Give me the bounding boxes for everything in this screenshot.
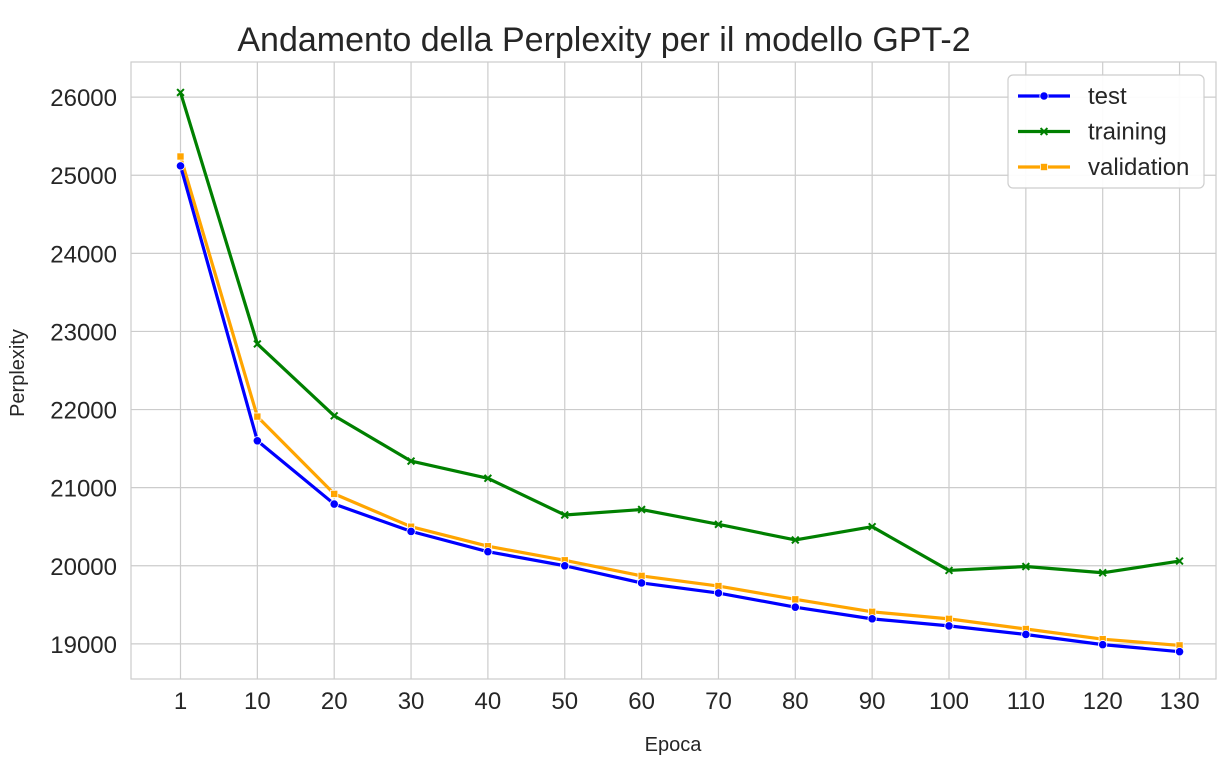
data-point-test: [867, 614, 877, 624]
data-point-test: [1098, 640, 1108, 650]
x-tick-label: 1: [174, 688, 187, 715]
data-point-test: [790, 602, 800, 612]
data-point-training: [714, 520, 723, 529]
x-tick-label: 120: [1083, 688, 1123, 715]
x-tick-label: 40: [475, 688, 502, 715]
x-tick-label: 30: [398, 688, 425, 715]
x-tick-label: 100: [929, 688, 969, 715]
y-tick-label: 26000: [50, 85, 117, 112]
legend-marker-validation: [1040, 162, 1049, 171]
data-point-test: [1021, 629, 1031, 640]
data-point-training: [1098, 568, 1107, 577]
series-test: [175, 161, 1185, 657]
legend-marker-training: [1039, 127, 1049, 136]
x-tick-labels: 1 10 20 30 40 50 60 70 80 90 100 110 120 130: [174, 688, 1200, 715]
legend-label-validation: validation: [1088, 154, 1189, 181]
legend-label-test: test: [1088, 83, 1127, 110]
legend-box: [1007, 74, 1205, 189]
x-tick-label: 60: [628, 688, 655, 715]
legend-entry-training: training: [1018, 119, 1167, 146]
data-point-training: [330, 411, 339, 420]
data-point-validation: [791, 595, 800, 604]
data-point-training: [253, 339, 262, 349]
y-tick-label: 25000: [50, 163, 117, 190]
plot-frame: [130, 61, 1217, 680]
data-point-training: [637, 505, 646, 514]
x-tick-label: 50: [551, 688, 578, 715]
y-tick-label: 20000: [50, 554, 117, 581]
legend-entry-validation: validation: [1018, 154, 1189, 181]
data-point-validation: [330, 489, 339, 498]
data-point-training: [560, 510, 569, 520]
data-point-test: [252, 436, 262, 446]
series-validation: [176, 152, 1184, 650]
data-point-training: [868, 522, 877, 531]
y-tick-label: 22000: [50, 398, 117, 425]
series-line-validation: [178, 154, 1182, 648]
y-tick-label: 24000: [50, 241, 117, 268]
y-tick-label: 23000: [50, 319, 117, 346]
data-point-training: [406, 456, 416, 466]
x-axis-label: Epoca: [645, 734, 703, 756]
y-tick-labels: 19000 20000 21000 22000 23000 24000 25000 26000: [50, 85, 117, 659]
x-tick-label: 110: [1007, 688, 1045, 715]
data-point-test: [1174, 647, 1185, 657]
legend: test training validation: [1007, 74, 1205, 189]
legend-entry-test: test: [1018, 83, 1127, 110]
legend-label-training: training: [1088, 119, 1167, 146]
data-point-test: [175, 161, 186, 171]
data-point-validation: [176, 152, 185, 161]
y-tick-label: 21000: [50, 476, 117, 503]
y-axis-label: Perplexity: [7, 329, 29, 417]
data-point-validation: [253, 412, 262, 421]
data-point-test: [406, 526, 416, 536]
data-point-training: [483, 474, 493, 483]
legend-marker-test: [1039, 91, 1049, 101]
data-point-training: [791, 535, 800, 545]
data-point-test: [944, 621, 954, 631]
data-point-test: [483, 547, 493, 557]
data-point-test: [560, 561, 570, 571]
data-point-test: [713, 588, 724, 598]
series-training: [176, 88, 1184, 577]
data-point-test: [636, 578, 647, 588]
x-tick-label: 10: [244, 688, 271, 715]
data-point-training: [1021, 562, 1030, 571]
data-point-test: [329, 499, 339, 509]
series-line-test: [178, 164, 1182, 654]
x-tick-label: 130: [1160, 688, 1200, 715]
x-tick-label: 80: [782, 688, 809, 715]
data-point-training: [1175, 556, 1184, 566]
y-tick-label: 19000: [50, 632, 117, 659]
data-point-training: [944, 566, 954, 575]
x-tick-label: 90: [859, 688, 886, 715]
data-point-training: [176, 88, 185, 97]
x-tick-label: 20: [321, 688, 348, 715]
series-layer: [175, 88, 1185, 657]
chart-title: Andamento della Perplexity per il modell…: [237, 21, 970, 59]
series-line-training: [178, 90, 1182, 575]
x-tick-label: 70: [705, 688, 732, 715]
